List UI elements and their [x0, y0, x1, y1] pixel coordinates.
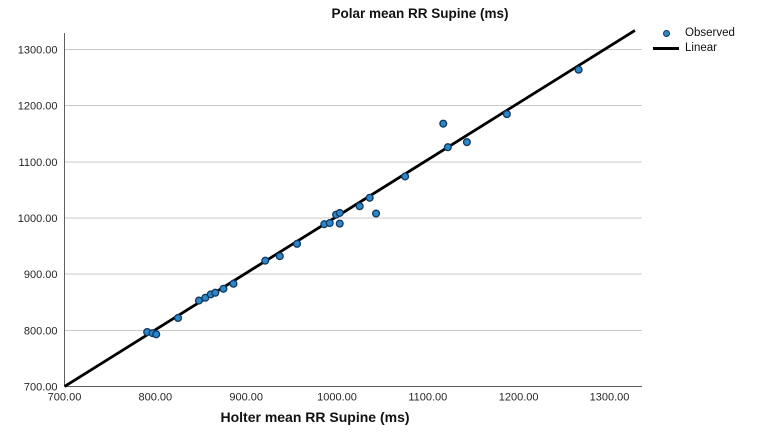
data-point: [502, 110, 511, 119]
x-tick-label: 1300.00: [590, 392, 630, 404]
data-point: [211, 288, 220, 297]
data-point: [335, 219, 344, 228]
data-point: [194, 296, 203, 305]
legend-item-observed: Observed: [653, 27, 735, 39]
y-tick-label: 700.00: [24, 382, 58, 394]
data-point: [292, 239, 302, 248]
y-tick-label: 1300.00: [18, 44, 58, 56]
data-point: [325, 219, 334, 228]
chart-title: Polar mean RR Supine (ms): [331, 6, 509, 21]
x-tick-label: 1200.00: [499, 392, 539, 404]
legend: Observed Linear: [653, 27, 735, 54]
y-tick-label: 800.00: [24, 325, 58, 337]
data-point: [372, 209, 381, 218]
x-axis-label: Holter mean RR Supine (ms): [220, 409, 410, 425]
data-point: [335, 208, 344, 217]
linear-line-icon: [653, 46, 679, 50]
observed-point-icon: [662, 29, 670, 37]
data-point: [439, 119, 448, 128]
data-point: [275, 252, 284, 261]
data-point: [574, 65, 583, 74]
data-point: [173, 313, 183, 323]
data-point: [219, 284, 228, 293]
data-point: [462, 138, 471, 147]
y-tick-label: 1200.00: [18, 101, 58, 113]
data-point: [229, 279, 238, 288]
x-tick-label: 700.00: [48, 392, 82, 404]
legend-marker-cell: [653, 46, 679, 50]
regression-line: [63, 29, 636, 388]
y-tick-label: 1000.00: [18, 213, 58, 225]
legend-linear-label: Linear: [685, 42, 717, 54]
data-point: [365, 193, 374, 202]
data-point: [355, 202, 364, 211]
data-point: [443, 143, 452, 152]
x-tick-label: 800.00: [139, 392, 173, 404]
data-point: [152, 330, 161, 339]
legend-item-linear: Linear: [653, 42, 735, 54]
y-tick-label: 1100.00: [19, 157, 58, 169]
data-point: [401, 172, 410, 181]
y-tick-label: 900.00: [24, 269, 58, 281]
x-tick-label: 1100.00: [408, 392, 447, 404]
x-tick-label: 900.00: [229, 392, 263, 404]
legend-observed-label: Observed: [685, 27, 735, 39]
x-tick-label: 1000.00: [317, 392, 357, 404]
legend-marker-cell: [653, 29, 679, 37]
data-point: [261, 256, 270, 265]
